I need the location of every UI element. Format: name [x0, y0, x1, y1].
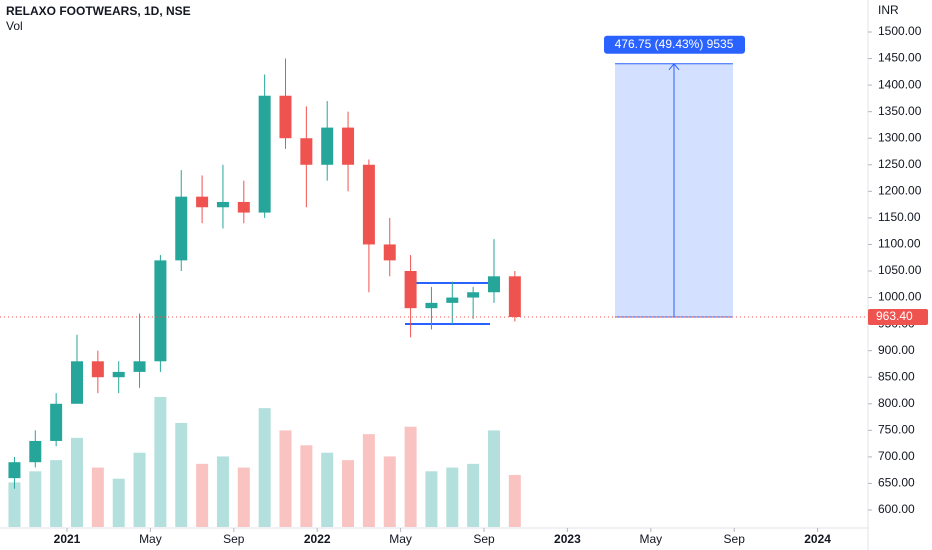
y-tick-label: 700.00 — [878, 449, 915, 463]
y-tick-label: 900.00 — [878, 343, 915, 357]
y-tick-label: 600.00 — [878, 502, 915, 516]
volume-bar — [404, 426, 417, 527]
y-tick-label: 850.00 — [878, 369, 915, 383]
volume-bar — [237, 467, 250, 527]
candle-body — [425, 302, 438, 309]
y-tick-label: 1150.00 — [878, 210, 921, 224]
volume-bar — [342, 460, 355, 527]
currency-label: INR — [878, 3, 899, 17]
candle-body — [508, 276, 521, 317]
volume-bar — [71, 437, 83, 527]
y-tick-label: 1050.00 — [878, 263, 922, 277]
volume-bar — [258, 408, 271, 527]
volume-bar — [321, 452, 334, 527]
volume-bar — [133, 452, 146, 527]
volume-bar — [29, 471, 42, 527]
candle-body — [446, 297, 459, 303]
x-tick-label: 2024 — [804, 532, 831, 546]
candle-body — [342, 127, 355, 165]
y-tick-label: 1200.00 — [878, 184, 922, 198]
candle-body — [279, 95, 292, 139]
volume-bar — [50, 460, 63, 527]
volume-bar — [8, 482, 21, 527]
volume-bar — [446, 467, 459, 527]
volume-bar — [508, 475, 521, 527]
candle-body — [91, 361, 104, 378]
volume-bar — [467, 463, 480, 527]
x-tick-label: 2021 — [54, 532, 81, 546]
candle-body — [216, 201, 229, 208]
x-tick-label: May — [139, 532, 162, 546]
candle-body — [196, 196, 209, 208]
candle-body — [258, 95, 271, 213]
volume-label: Vol — [6, 19, 23, 33]
volume-bar — [154, 397, 167, 527]
arrow-head — [668, 63, 680, 71]
last-price-label: 963.40 — [876, 309, 913, 323]
candle-body — [50, 403, 63, 441]
y-tick-label: 1500.00 — [878, 24, 922, 38]
candle-body — [321, 127, 334, 165]
candle-body — [237, 201, 250, 213]
candle-body — [300, 138, 313, 165]
candle-body — [71, 361, 83, 404]
volume-bar — [175, 423, 188, 527]
y-tick-label: 1000.00 — [878, 290, 922, 304]
x-tick-label: May — [639, 532, 662, 546]
candle-body — [29, 440, 42, 463]
y-tick-label: 1350.00 — [878, 104, 922, 118]
candle-body — [154, 260, 167, 362]
projection-label-bg — [604, 35, 745, 54]
y-tick-label: 1400.00 — [878, 77, 922, 91]
x-tick-label: Sep — [724, 532, 746, 546]
candle-body — [362, 164, 375, 245]
y-tick-label: 800.00 — [878, 396, 915, 410]
volume-bar — [300, 445, 313, 527]
y-tick-label: 1300.00 — [878, 130, 922, 144]
volume-bar — [383, 456, 396, 527]
candle-body — [112, 371, 125, 378]
candle-body — [133, 361, 146, 372]
volume-bar — [362, 434, 375, 527]
candle-body — [404, 271, 417, 309]
candle-body — [383, 244, 396, 261]
candle-body — [8, 462, 21, 479]
volume-bar — [216, 456, 229, 527]
y-tick-label: 750.00 — [878, 423, 915, 437]
candle-body — [488, 276, 500, 293]
x-tick-label: 2022 — [304, 532, 331, 546]
candle-body — [175, 196, 188, 261]
volume-bar — [488, 430, 500, 527]
volume-bar — [279, 430, 292, 527]
projection-label: 476.75 (49.43%) 9535 — [615, 37, 734, 51]
x-tick-label: May — [389, 532, 412, 546]
volume-bar — [425, 471, 438, 527]
y-tick-label: 1250.00 — [878, 157, 922, 171]
x-tick-label: 2023 — [554, 532, 581, 546]
y-tick-label: 1100.00 — [878, 237, 921, 251]
chart-title: RELAXO FOOTWEARS, 1D, NSE — [6, 4, 191, 18]
y-tick-label: 1450.00 — [878, 51, 922, 65]
candle-body — [467, 292, 480, 298]
x-tick-label: Sep — [473, 532, 495, 546]
volume-bar — [91, 467, 104, 527]
volume-bar — [196, 463, 209, 527]
volume-bar — [112, 478, 125, 527]
x-tick-label: Sep — [223, 532, 245, 546]
y-tick-label: 650.00 — [878, 476, 915, 490]
last-price-bg — [868, 308, 928, 325]
